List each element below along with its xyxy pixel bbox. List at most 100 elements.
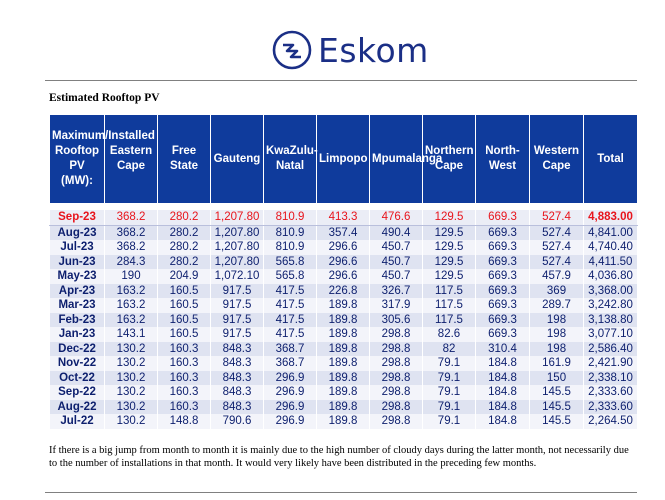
table-cell: 848.3 [210,341,264,356]
table-cell: 296.6 [316,254,370,269]
row-month: May-23 [49,269,105,284]
table-cell: 130.2 [104,370,158,385]
table-cell: 129.5 [422,240,476,255]
table-cell: 368.2 [104,210,158,226]
table-cell: 163.2 [104,312,158,327]
table-cell: 184.8 [475,399,530,414]
table-row: Nov-22 130.2 160.3 848.3 368.7 189.8 298.8 79.1… [49,356,638,371]
table-cell: 848.3 [210,370,264,385]
table-cell: 198 [529,312,584,327]
table-row: Mar-23 163.2 160.5 917.5 417.5 189.8 317.9 117.… [49,298,638,313]
table-cell-total: 4,740.40 [583,240,638,255]
table-cell: 1,207.80 [210,225,264,240]
table-cell: 190 [104,269,158,284]
table-cell: 527.4 [529,225,584,240]
table-row: Jun-23 284.3 280.2 1,207.80 565.8 296.6 450.7 1… [49,254,638,269]
table-cell: 848.3 [210,385,264,400]
table-cell-total: 4,411.50 [583,254,638,269]
table-cell: 184.8 [475,385,530,400]
table-header-row: Maximum/Installed Rooftop PV (MW): Easte… [49,114,638,204]
column-header: Limpopo [316,114,370,204]
table-cell: 810.9 [263,240,317,255]
table-cell-total: 3,368.00 [583,283,638,298]
table-cell: 129.5 [422,210,476,226]
table-cell: 669.3 [475,283,530,298]
column-header: Western Cape [529,114,584,204]
brand-name: Eskom [318,30,429,70]
table-cell: 810.9 [263,210,317,226]
table-row: Aug-22 130.2 160.3 848.3 296.9 189.8 298.8 79.1… [49,399,638,414]
table-cell: 917.5 [210,312,264,327]
table-cell: 189.8 [316,312,370,327]
table-cell: 417.5 [263,283,317,298]
column-header: Free State [157,114,211,204]
table-cell: 790.6 [210,414,264,429]
table-cell-total: 4,841.00 [583,225,638,240]
table-cell: 368.2 [104,225,158,240]
table-cell: 280.2 [157,254,211,269]
table-cell: 917.5 [210,283,264,298]
table-row: May-23 190 204.9 1,072.10 565.8 296.6 450.7 129… [49,269,638,284]
table-cell: 296.6 [316,269,370,284]
table-cell: 417.5 [263,298,317,313]
table-cell: 296.9 [263,399,317,414]
table-cell: 490.4 [369,225,423,240]
table-cell: 669.3 [475,269,530,284]
table-cell: 298.8 [369,385,423,400]
row-month: Mar-23 [49,298,105,313]
table-cell: 184.8 [475,356,530,371]
row-month: Sep-23 [49,210,105,226]
row-month: Feb-23 [49,312,105,327]
table-cell: 79.1 [422,385,476,400]
table-cell: 82 [422,341,476,356]
table-cell: 368.2 [104,240,158,255]
row-month: Aug-23 [49,225,105,240]
table-cell: 160.3 [157,356,211,371]
table-cell: 527.4 [529,210,584,226]
table-cell: 417.5 [263,312,317,327]
row-month: Nov-22 [49,356,105,371]
bottom-divider [45,492,637,493]
table-row: Apr-23 163.2 160.5 917.5 417.5 226.8 326.7 117.… [49,283,638,298]
table-cell: 298.8 [369,356,423,371]
table-cell: 117.5 [422,312,476,327]
table-cell: 368.7 [263,341,317,356]
table-cell: 160.5 [157,283,211,298]
table-row: Jul-23 368.2 280.2 1,207.80 810.9 296.6 450.7 1… [49,240,638,255]
table-cell: 450.7 [369,240,423,255]
table-cell: 160.3 [157,399,211,414]
table-body: Aug-23 368.2 280.2 1,207.80 810.9 357.4 490.4 1… [49,225,638,429]
table-cell: 79.1 [422,399,476,414]
table-cell: 145.5 [529,385,584,400]
table-row: Sep-22 130.2 160.3 848.3 296.9 189.8 298.8 79.1… [49,385,638,400]
table-cell: 79.1 [422,370,476,385]
table-cell: 296.9 [263,385,317,400]
table-cell: 669.3 [475,225,530,240]
table-cell: 298.8 [369,414,423,429]
table-cell: 160.3 [157,341,211,356]
table-cell: 289.7 [529,298,584,313]
section-title: Estimated Rooftop PV [49,92,160,104]
table-cell: 189.8 [316,341,370,356]
column-header: KwaZulu-Natal [263,114,318,204]
table-cell: 298.8 [369,399,423,414]
table-cell: 79.1 [422,414,476,429]
table-cell: 160.3 [157,385,211,400]
table-row: Jan-23 143.1 160.5 917.5 417.5 189.8 298.8 82.6… [49,327,638,342]
table-cell: 163.2 [104,283,158,298]
row-month: Apr-23 [49,283,105,298]
table-cell-total: 3,138.80 [583,312,638,327]
table-cell: 296.6 [316,240,370,255]
table-cell: 417.5 [263,327,317,342]
row-month: Jan-23 [49,327,105,342]
column-header: Gauteng [210,114,264,204]
table-cell: 669.3 [475,312,530,327]
table-cell: 129.5 [422,269,476,284]
column-header: Eastern Cape [104,114,158,204]
row-month: Sep-22 [49,385,105,400]
table-cell: 565.8 [263,269,317,284]
table-cell: 296.9 [263,414,317,429]
table-cell: 148.8 [157,414,211,429]
table-cell: 226.8 [316,283,370,298]
eskom-logo: Eskom [272,28,429,72]
